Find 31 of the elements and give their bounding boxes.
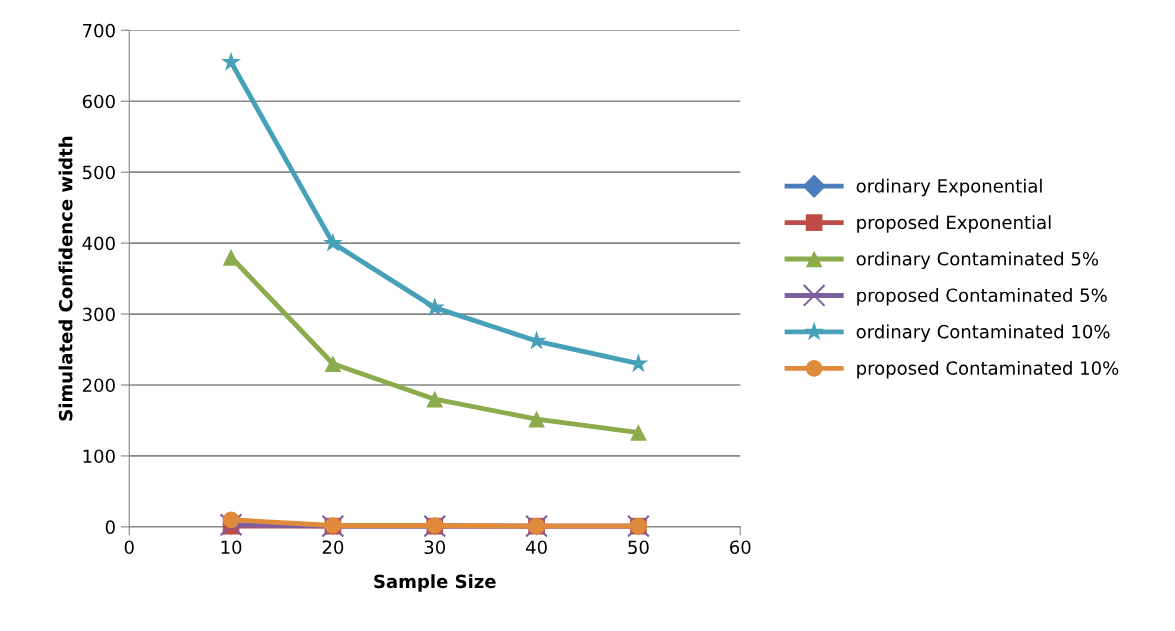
legend-label: ordinary Contaminated 5% xyxy=(856,251,1099,270)
legend-label: ordinary Exponential xyxy=(856,178,1042,197)
legend-label: ordinary Contaminated 10% xyxy=(856,324,1110,342)
legend-label: proposed Contaminated 5% xyxy=(857,288,1107,306)
y-tick-label: 0 xyxy=(105,520,115,534)
point xyxy=(221,51,241,71)
y-tick-label: 300 xyxy=(82,307,115,322)
x-tick-label: 0 xyxy=(124,540,134,555)
y-tick-label: 400 xyxy=(82,236,115,251)
point xyxy=(323,232,343,252)
y-tick-label: 100 xyxy=(83,449,115,464)
y-tick-label: 700 xyxy=(83,23,115,38)
point xyxy=(324,355,342,373)
point xyxy=(528,410,545,428)
x-tick-label: 40 xyxy=(525,540,547,555)
point xyxy=(630,424,647,441)
x-tick-label: 20 xyxy=(322,540,344,555)
y-tick-label: 200 xyxy=(82,378,115,393)
x-tick-label: 10 xyxy=(221,540,242,555)
point xyxy=(222,511,240,529)
x-axis-title: Sample Size xyxy=(374,574,496,592)
y-tick-label: 600 xyxy=(82,94,115,109)
y-axis-title: Simulated Confidence width xyxy=(58,136,73,421)
y-tick-label: 500 xyxy=(82,165,115,180)
x-tick-label: 30 xyxy=(424,540,446,555)
legend-label: proposed Contaminated 10% xyxy=(857,360,1119,379)
point xyxy=(424,297,445,317)
legend-label: proposed Exponential xyxy=(857,215,1051,233)
x-tick-label: 50 xyxy=(628,540,649,555)
x-tick-label: 60 xyxy=(730,540,751,555)
point xyxy=(426,390,444,408)
